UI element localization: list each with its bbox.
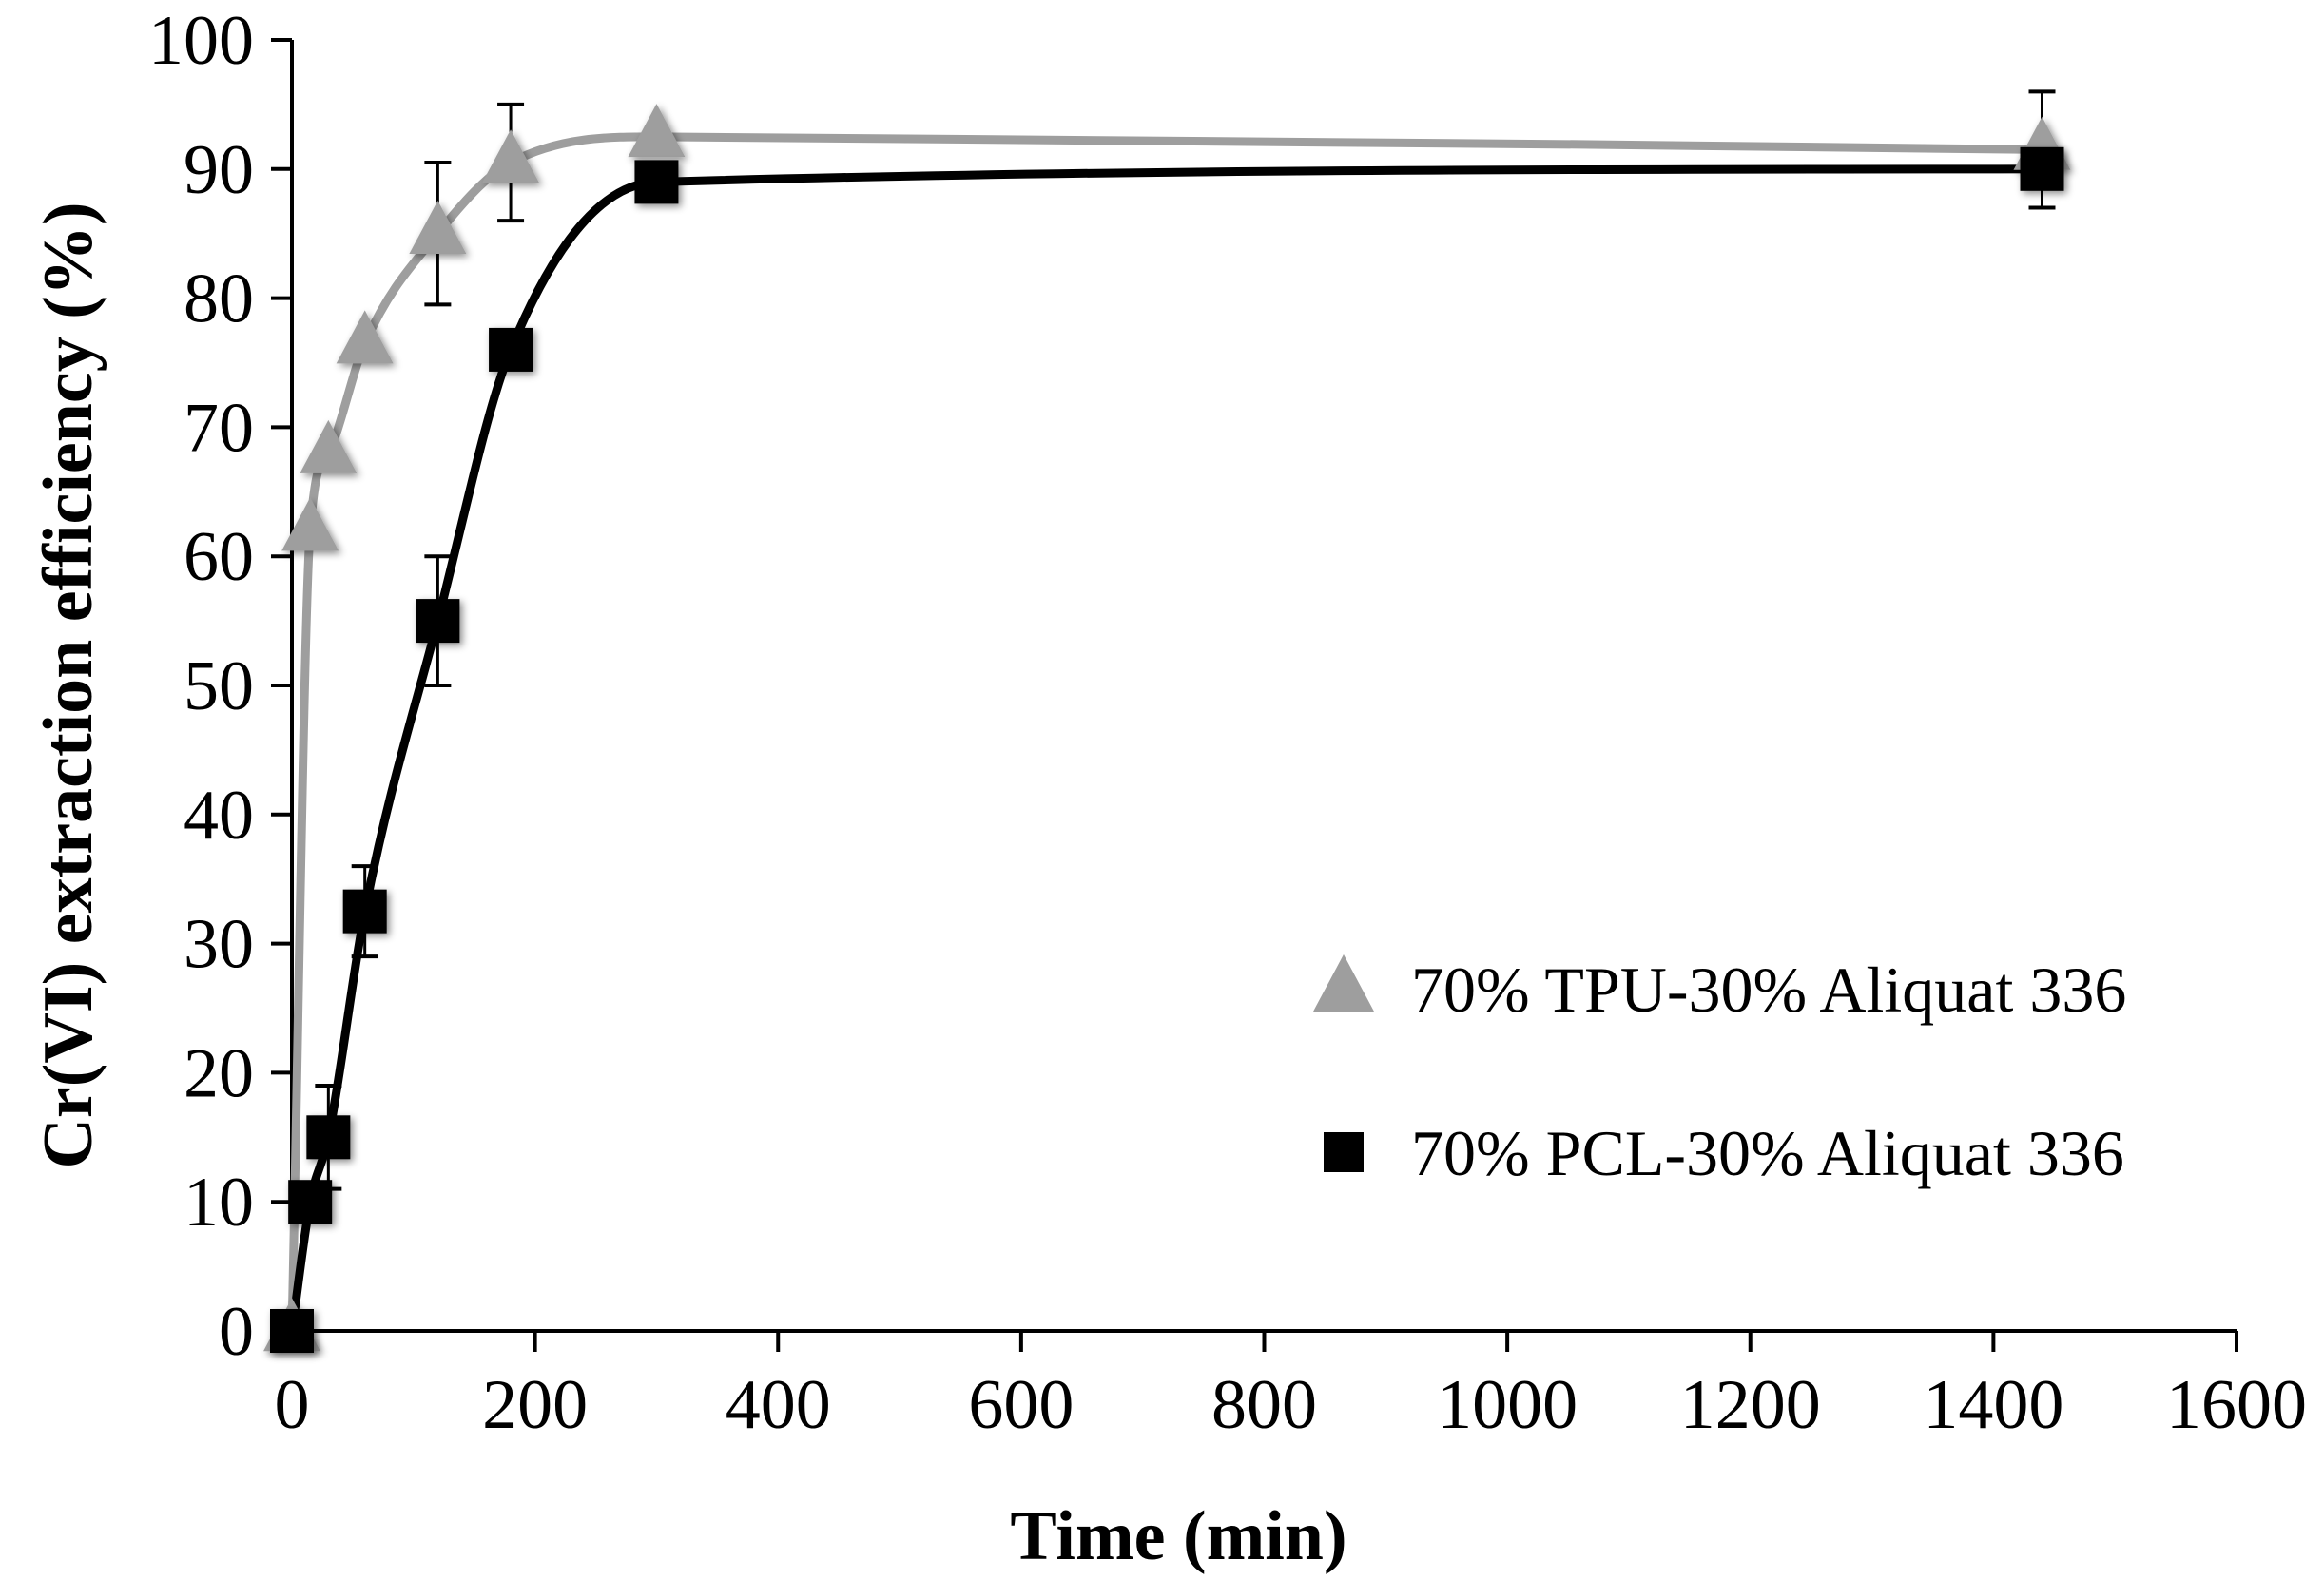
y-tick-label: 90 [184, 131, 254, 209]
data-point-square [634, 160, 679, 204]
y-tick-label: 10 [184, 1164, 254, 1242]
y-tick-label: 70 [184, 389, 254, 467]
x-tick-label: 800 [1211, 1366, 1317, 1444]
data-point-square [306, 1115, 351, 1160]
x-tick-label: 200 [482, 1366, 588, 1444]
data-point-square [342, 889, 387, 934]
y-tick-label: 20 [184, 1034, 254, 1112]
data-point-triangle [409, 200, 467, 254]
legend: 70% TPU-30% Aliquat 336 70% PCL-30% Aliq… [1313, 954, 2126, 1189]
y-tick-label: 60 [184, 518, 254, 596]
legend-label-tpu: 70% TPU-30% Aliquat 336 [1411, 954, 2126, 1026]
data-point-triangle [281, 497, 339, 551]
x-tick-label: 1600 [2166, 1366, 2307, 1444]
legend-label-pcl: 70% PCL-30% Aliquat 336 [1411, 1117, 2124, 1189]
x-tick-label: 1000 [1437, 1366, 1578, 1444]
x-ticks: 0 200 400 600 800 1000 1200 1400 1600 [275, 1331, 2307, 1444]
x-tick-label: 400 [726, 1366, 831, 1444]
x-tick-label: 600 [968, 1366, 1074, 1444]
x-axis-title: Time (min) [1010, 1497, 1346, 1575]
data-point-square [2020, 146, 2064, 191]
y-tick-label: 100 [148, 2, 254, 80]
data-point-triangle [336, 310, 394, 364]
y-axis-title: Cr(VI) extraction efficiency (%) [29, 202, 107, 1168]
data-point-square [489, 327, 533, 372]
data-points [263, 104, 2071, 1353]
data-point-triangle [482, 129, 540, 183]
data-point-square [416, 599, 460, 644]
y-tick-label: 0 [219, 1293, 254, 1371]
x-tick-label: 1200 [1680, 1366, 1821, 1444]
legend-marker-tpu-triangle [1313, 954, 1374, 1012]
data-point-square [270, 1309, 314, 1353]
y-tick-label: 30 [184, 906, 254, 984]
y-tick-label: 80 [184, 260, 254, 338]
y-ticks: 0 10 20 30 40 50 60 70 80 90 100 [148, 2, 292, 1371]
data-point-square [288, 1180, 333, 1224]
x-tick-label: 1400 [1923, 1366, 2063, 1444]
axes: 0 10 20 30 40 50 60 70 80 90 100 0 200 400 600 800 1000… [148, 2, 2307, 1444]
data-point-triangle [628, 104, 686, 158]
data-point-triangle [300, 419, 358, 473]
y-tick-label: 40 [184, 777, 254, 855]
y-tick-label: 50 [184, 647, 254, 725]
x-tick-label: 0 [275, 1366, 310, 1444]
legend-marker-pcl-square [1324, 1132, 1364, 1172]
